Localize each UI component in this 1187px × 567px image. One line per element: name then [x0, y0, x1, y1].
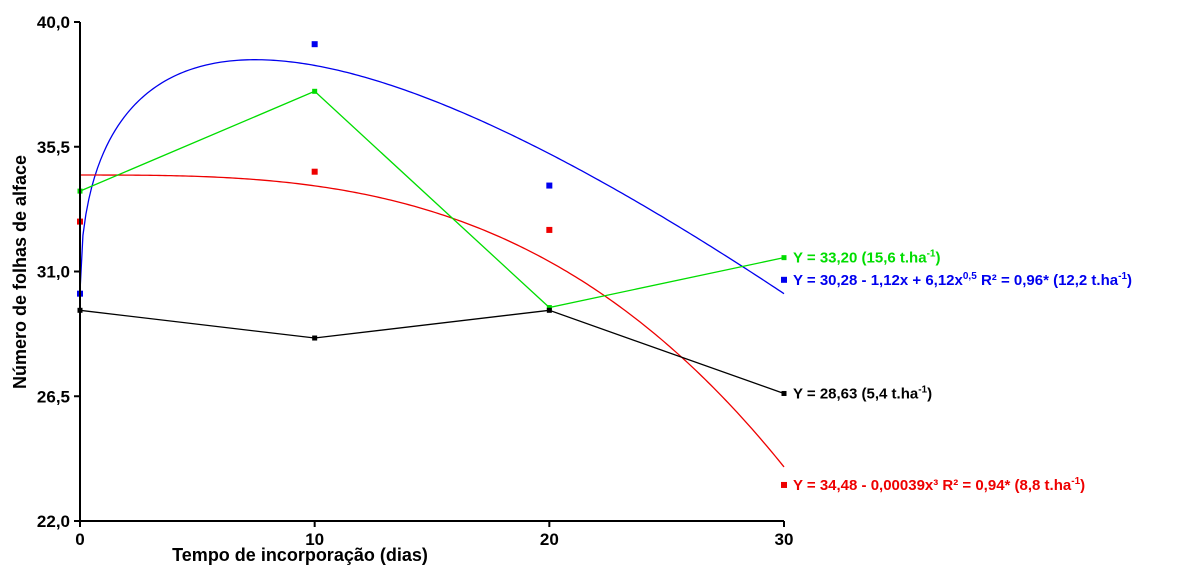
x-axis-title: Tempo de incorporação (dias)	[172, 545, 428, 565]
y-tick-label: 22,0	[37, 512, 70, 531]
x-tick-label: 30	[775, 530, 794, 549]
black-series-line	[79, 309, 785, 395]
green-data-point	[546, 305, 552, 311]
red-equation-label: Y = 34,48 - 0,00039x³ R² = 0,94* (8,8 t.…	[793, 476, 1085, 494]
red-data-point	[311, 168, 318, 175]
red-data-point	[546, 226, 553, 233]
y-axis-title: Número de folhas de alface	[10, 155, 30, 389]
black-equation-label: Y = 28,63 (5,4 t.ha-1)	[793, 384, 932, 402]
blue-data-point	[781, 276, 787, 283]
green-series-line	[79, 90, 785, 309]
equation-labels: Y = 33,20 (15,6 t.ha-1) Y = 30,28 - 1,12x…	[793, 249, 1132, 494]
red-fit-curve	[80, 174, 785, 468]
blue-data-point	[546, 182, 553, 189]
axes: 22,0 26,5 31,0 35,5 40,0 0 10 20 30	[37, 13, 794, 549]
black-data-point	[781, 390, 787, 396]
x-tick-label: 0	[75, 530, 84, 549]
y-tick-label: 40,0	[37, 13, 70, 32]
green-equation-label: Y = 33,20 (15,6 t.ha-1)	[793, 249, 940, 267]
blue-equation-label: Y = 30,28 - 1,12x + 6,12x0,5 R² = 0,96* …	[793, 271, 1132, 289]
y-tick-label: 35,5	[37, 138, 70, 157]
y-tick-label: 26,5	[37, 387, 70, 406]
black-data-point	[546, 307, 552, 313]
blue-data-point	[311, 41, 318, 48]
x-tick-label: 10	[305, 530, 324, 549]
green-data-point	[312, 88, 318, 94]
green-data-point	[781, 255, 787, 261]
red-data-point	[781, 481, 787, 488]
blue-fit-curve	[79, 59, 785, 295]
black-data-point	[312, 335, 318, 341]
x-tick-label: 20	[540, 530, 559, 549]
plot-area	[77, 41, 787, 488]
y-tick-label: 31,0	[37, 263, 70, 282]
